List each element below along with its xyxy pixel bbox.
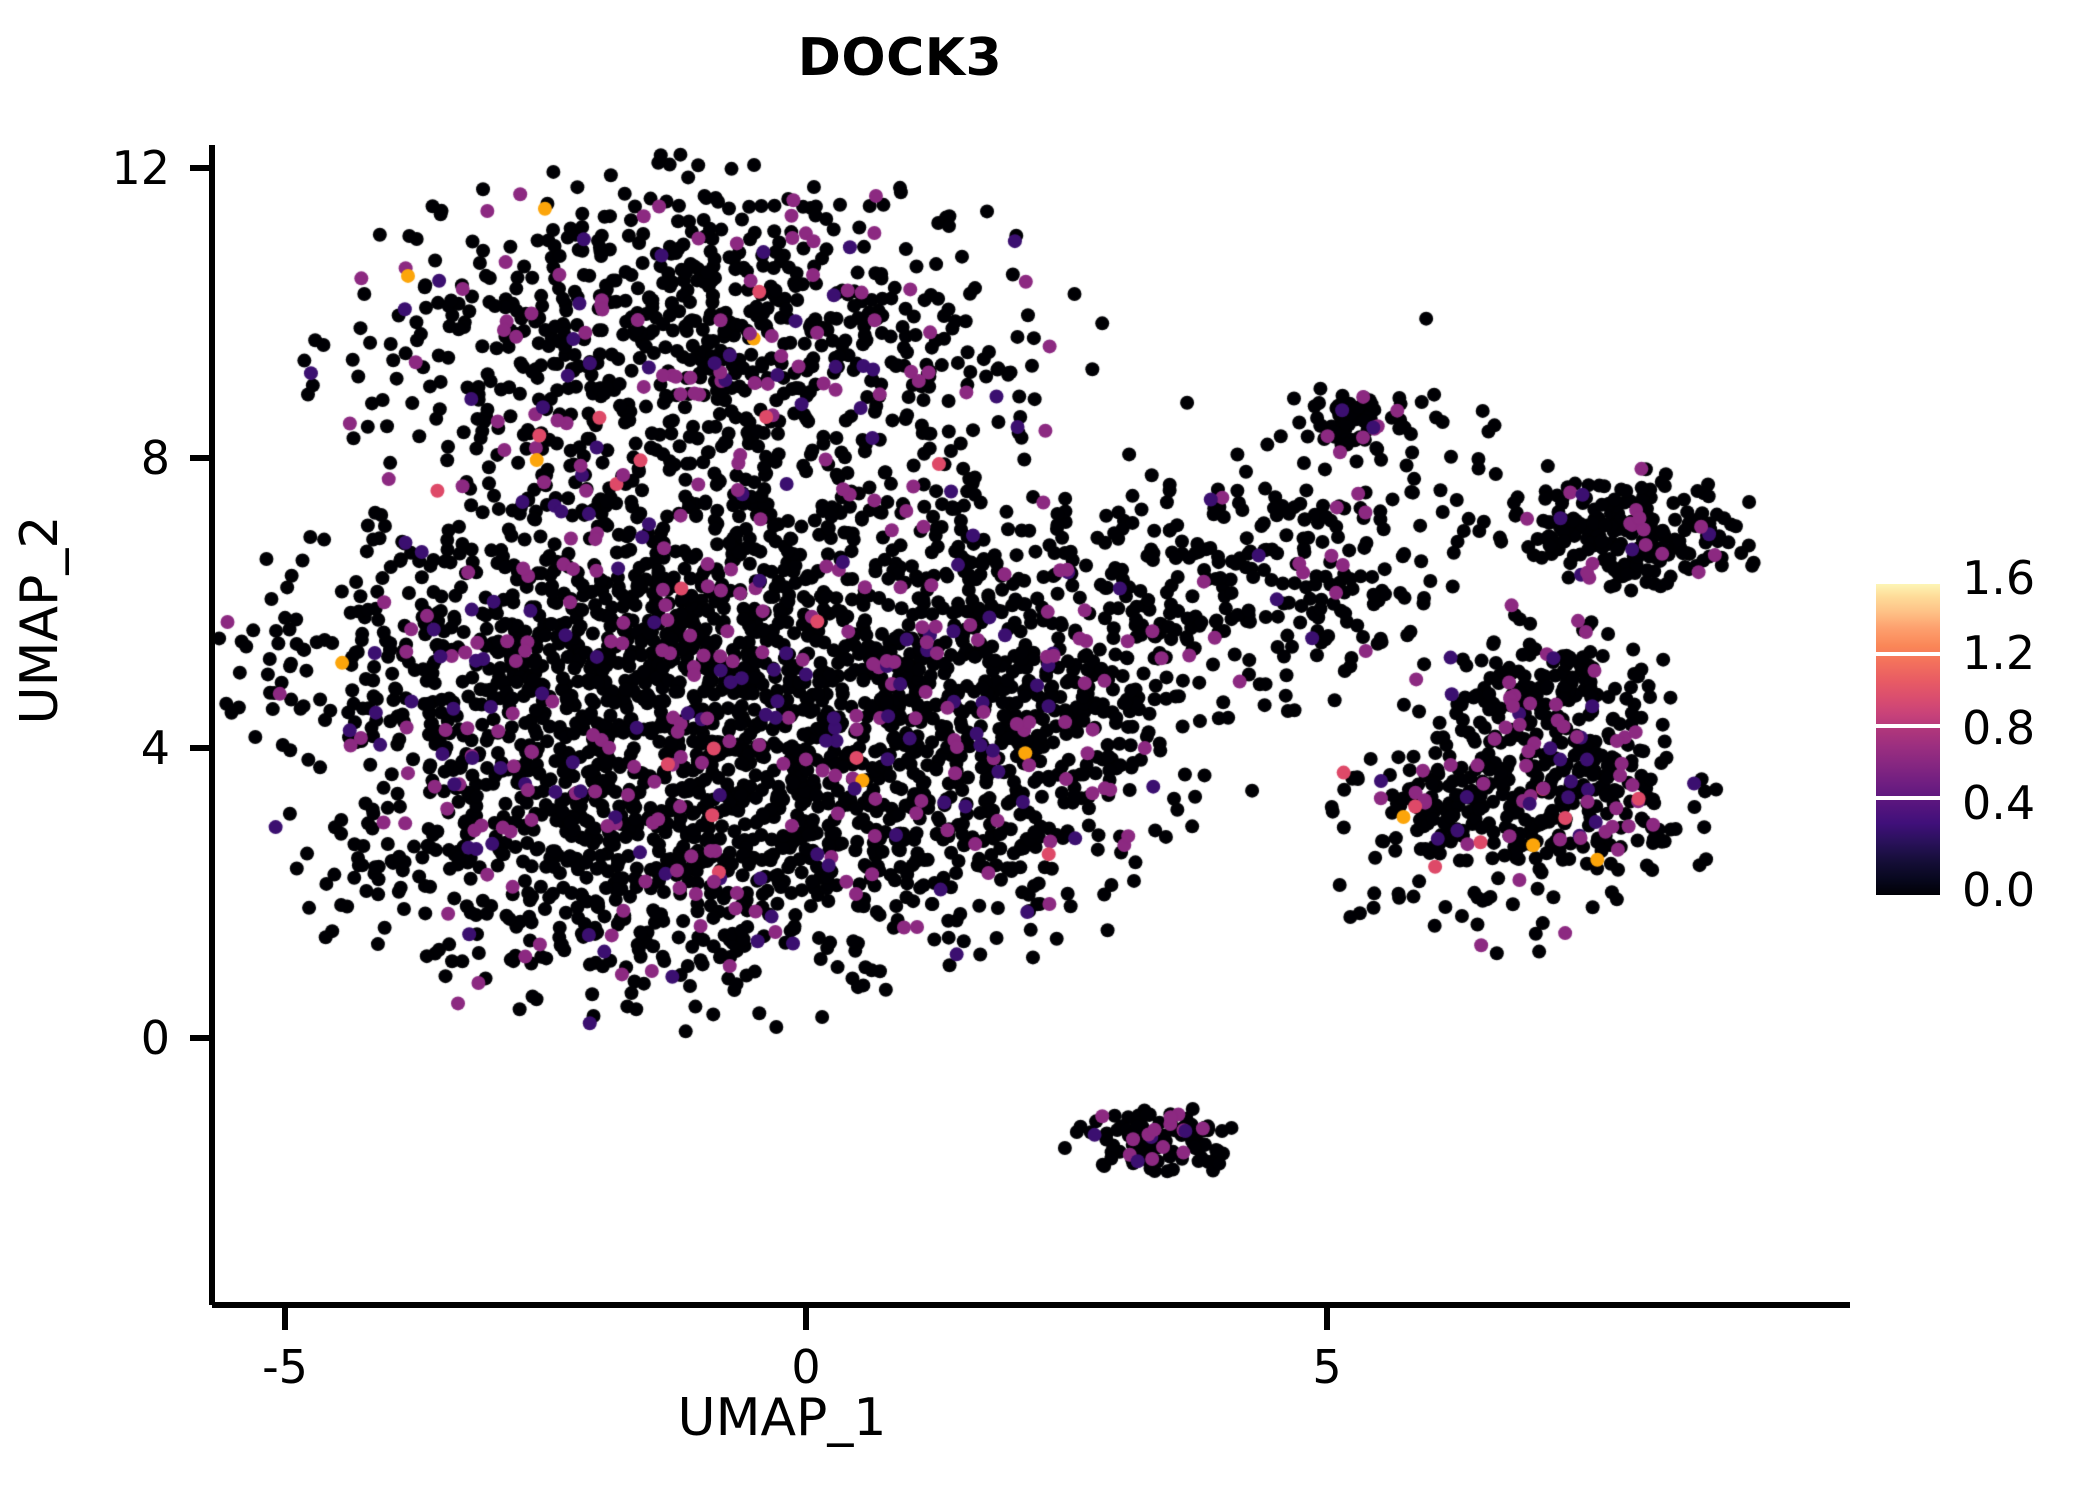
x-axis-label: UMAP_1	[677, 1388, 887, 1448]
xtick-label-5: 5	[1312, 1340, 1342, 1394]
colorbar-label-0.4: 0.4	[1962, 776, 2036, 830]
colorbar-label-0.8: 0.8	[1962, 701, 2036, 755]
colorbar-label-1.6: 1.6	[1962, 551, 2036, 605]
ytick-label-12: 12	[111, 141, 170, 195]
xtick-label-neg5: -5	[262, 1340, 308, 1394]
colorbar-tick-0.0	[1876, 895, 1940, 899]
y-axis-label: UMAP_2	[10, 515, 70, 725]
xtick-label-0: 0	[791, 1340, 821, 1394]
colorbar-label-0.0: 0.0	[1962, 863, 2036, 917]
colorbar-tick-1.2	[1876, 652, 1940, 656]
colorbar-tick-1.6	[1876, 580, 1940, 584]
ytick-label-4: 4	[140, 721, 170, 775]
colorbar-tick-0.4	[1876, 796, 1940, 800]
ytick-label-8: 8	[140, 431, 170, 485]
ytick-label-0: 0	[140, 1011, 170, 1065]
colorbar-tick-0.8	[1876, 724, 1940, 728]
colorbar-gradient[interactable]	[1876, 580, 1940, 896]
colorbar-label-1.2: 1.2	[1962, 626, 2036, 680]
